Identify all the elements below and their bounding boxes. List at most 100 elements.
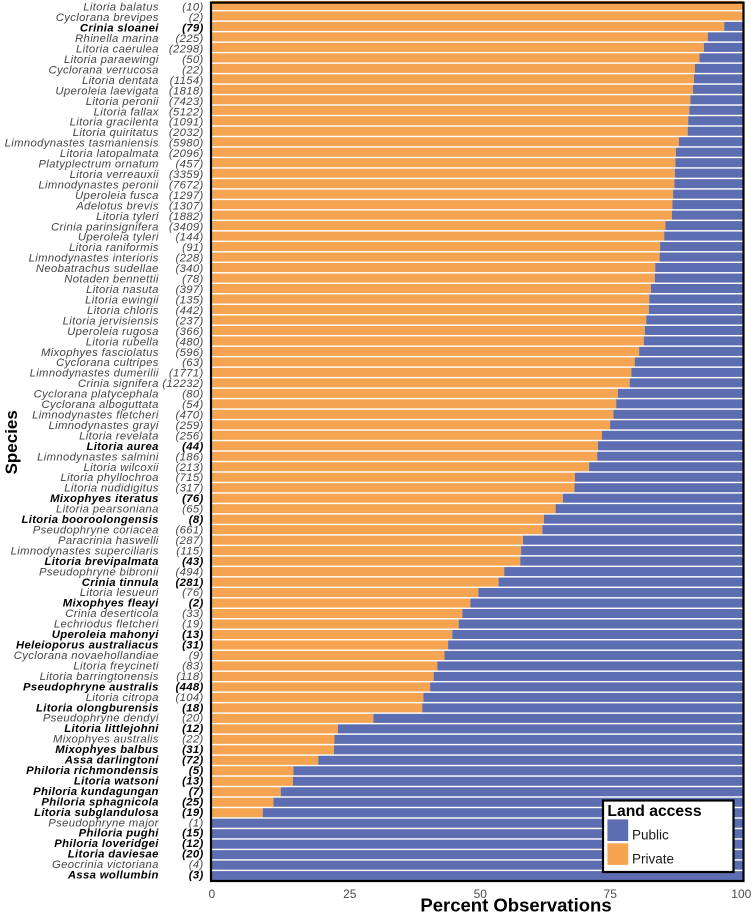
svg-text:Litoria paraewingi: Litoria paraewingi: [64, 54, 159, 66]
svg-text:(12232): (12232): [162, 378, 203, 390]
svg-text:25: 25: [343, 887, 357, 901]
svg-text:(340): (340): [175, 263, 203, 275]
svg-text:Litoria peronii: Litoria peronii: [86, 96, 159, 108]
svg-text:(2): (2): [189, 12, 204, 24]
svg-text:Crinia signifera: Crinia signifera: [78, 378, 159, 390]
svg-text:Litoria fallax: Litoria fallax: [94, 106, 159, 118]
svg-text:(1771): (1771): [169, 368, 204, 380]
svg-text:Pseudophryne major: Pseudophryne major: [48, 817, 159, 829]
svg-text:(80): (80): [182, 389, 204, 401]
svg-text:(43): (43): [182, 556, 204, 568]
svg-text:(31): (31): [182, 640, 204, 652]
svg-text:Philoria sphagnicola: Philoria sphagnicola: [41, 796, 158, 808]
svg-text:Litoria nudidigitus: Litoria nudidigitus: [64, 483, 159, 495]
svg-text:Limnodynastes peronii: Limnodynastes peronii: [38, 179, 159, 191]
svg-text:Limnodynastes dumerilii: Limnodynastes dumerilii: [30, 368, 159, 380]
svg-text:(281): (281): [175, 577, 203, 589]
svg-text:Litoria phyllochroa: Litoria phyllochroa: [60, 472, 158, 484]
svg-text:Litoria olongburensis: Litoria olongburensis: [36, 702, 159, 714]
svg-text:Species: Species: [2, 410, 21, 474]
svg-text:(1): (1): [189, 817, 204, 829]
svg-text:Litoria quiritatus: Litoria quiritatus: [73, 127, 159, 139]
svg-text:Litoria brevipalmata: Litoria brevipalmata: [44, 556, 158, 568]
svg-text:(12): (12): [182, 838, 204, 850]
svg-text:(256): (256): [175, 430, 203, 442]
svg-text:(5): (5): [189, 765, 204, 777]
svg-text:Uperoleia laevigata: Uperoleia laevigata: [55, 85, 158, 97]
svg-text:Geocrinia victoriana: Geocrinia victoriana: [52, 859, 159, 871]
svg-text:(397): (397): [175, 284, 203, 296]
svg-text:(9): (9): [189, 650, 204, 662]
svg-text:Mixophyes australis: Mixophyes australis: [53, 734, 159, 746]
svg-text:Paracrinia haswelli: Paracrinia haswelli: [58, 535, 159, 547]
svg-text:100: 100: [731, 887, 751, 901]
svg-text:Crinia deserticola: Crinia deserticola: [65, 608, 159, 620]
svg-text:(104): (104): [175, 692, 203, 704]
svg-text:Public: Public: [632, 828, 669, 843]
svg-text:(5980): (5980): [169, 138, 204, 150]
svg-text:Litoria daviesae: Litoria daviesae: [68, 849, 159, 861]
svg-text:(15): (15): [182, 828, 204, 840]
svg-text:Pseudophryne australis: Pseudophryne australis: [23, 681, 159, 693]
svg-text:Assa darlingtoni: Assa darlingtoni: [64, 755, 160, 767]
svg-text:Mixophyes fleayi: Mixophyes fleayi: [63, 598, 160, 610]
svg-text:(228): (228): [175, 253, 203, 265]
svg-text:Cyclorana verrucosa: Cyclorana verrucosa: [49, 64, 159, 76]
svg-text:Litoria booroolongensis: Litoria booroolongensis: [21, 514, 158, 526]
svg-text:Land access: Land access: [607, 803, 701, 820]
svg-text:(1091): (1091): [169, 117, 204, 129]
svg-text:(3): (3): [189, 870, 204, 882]
svg-text:(7672): (7672): [169, 179, 204, 191]
svg-text:Litoria wilcoxii: Litoria wilcoxii: [84, 462, 159, 474]
svg-text:75: 75: [604, 887, 618, 901]
svg-text:(31): (31): [182, 744, 204, 756]
svg-text:Philoria richmondensis: Philoria richmondensis: [26, 765, 159, 777]
svg-text:(13): (13): [182, 775, 204, 787]
svg-text:(25): (25): [182, 796, 204, 808]
svg-text:Limnodynastes salmini: Limnodynastes salmini: [37, 451, 159, 463]
svg-text:Assa wollumbin: Assa wollumbin: [67, 870, 159, 882]
svg-text:Adelotus brevis: Adelotus brevis: [75, 200, 159, 212]
svg-text:Litoria revelata: Litoria revelata: [79, 430, 159, 442]
svg-text:Uperoleia fusca: Uperoleia fusca: [75, 190, 159, 202]
svg-text:(19): (19): [182, 619, 204, 631]
svg-text:Crinia sloanei: Crinia sloanei: [80, 23, 159, 35]
svg-text:(4): (4): [189, 859, 204, 871]
svg-text:(457): (457): [175, 159, 203, 171]
svg-text:(3409): (3409): [169, 221, 204, 233]
svg-text:Litoria nasuta: Litoria nasuta: [86, 284, 159, 296]
svg-text:(76): (76): [182, 587, 204, 599]
svg-text:50: 50: [474, 887, 488, 901]
svg-text:(2298): (2298): [169, 44, 204, 56]
svg-text:Litoria barringtonensis: Litoria barringtonensis: [40, 671, 159, 683]
svg-text:Uperoleia rugosa: Uperoleia rugosa: [67, 326, 159, 338]
svg-text:(1307): (1307): [169, 200, 204, 212]
svg-text:(715): (715): [175, 472, 203, 484]
svg-text:(494): (494): [175, 566, 203, 578]
svg-text:Philoria pughi: Philoria pughi: [79, 828, 160, 840]
svg-text:(366): (366): [175, 326, 203, 338]
svg-text:(44): (44): [182, 441, 204, 453]
svg-text:Limnodynastes tasmaniensis: Limnodynastes tasmaniensis: [5, 138, 159, 150]
svg-text:Litoria subglandulosa: Litoria subglandulosa: [34, 807, 159, 819]
svg-text:Cyclorana alboguttata: Cyclorana alboguttata: [42, 399, 159, 411]
svg-text:(2096): (2096): [169, 148, 204, 160]
svg-text:(10): (10): [182, 2, 204, 14]
svg-text:(13): (13): [182, 629, 204, 641]
svg-text:Limnodynastes grayi: Limnodynastes grayi: [49, 420, 159, 432]
svg-text:Litoria verreauxii: Litoria verreauxii: [70, 169, 159, 181]
svg-text:(118): (118): [176, 671, 203, 683]
svg-text:(7423): (7423): [169, 96, 204, 108]
svg-text:Cyclorana platycephala: Cyclorana platycephala: [34, 389, 159, 401]
svg-text:(661): (661): [175, 525, 203, 537]
svg-text:(12): (12): [182, 723, 204, 735]
svg-text:Litoria latopalmata: Litoria latopalmata: [60, 148, 159, 160]
svg-text:Litoria balatus: Litoria balatus: [83, 2, 159, 14]
svg-text:Litoria dentata: Litoria dentata: [82, 75, 159, 87]
svg-text:(259): (259): [175, 420, 203, 432]
svg-text:(8): (8): [189, 514, 204, 526]
svg-text:Limnodynastes fletcheri: Limnodynastes fletcheri: [32, 409, 159, 421]
svg-text:(213): (213): [175, 462, 203, 474]
svg-text:Pseudophryne coriacea: Pseudophryne coriacea: [33, 525, 159, 537]
svg-text:Platyplectrum ornatum: Platyplectrum ornatum: [38, 159, 158, 171]
